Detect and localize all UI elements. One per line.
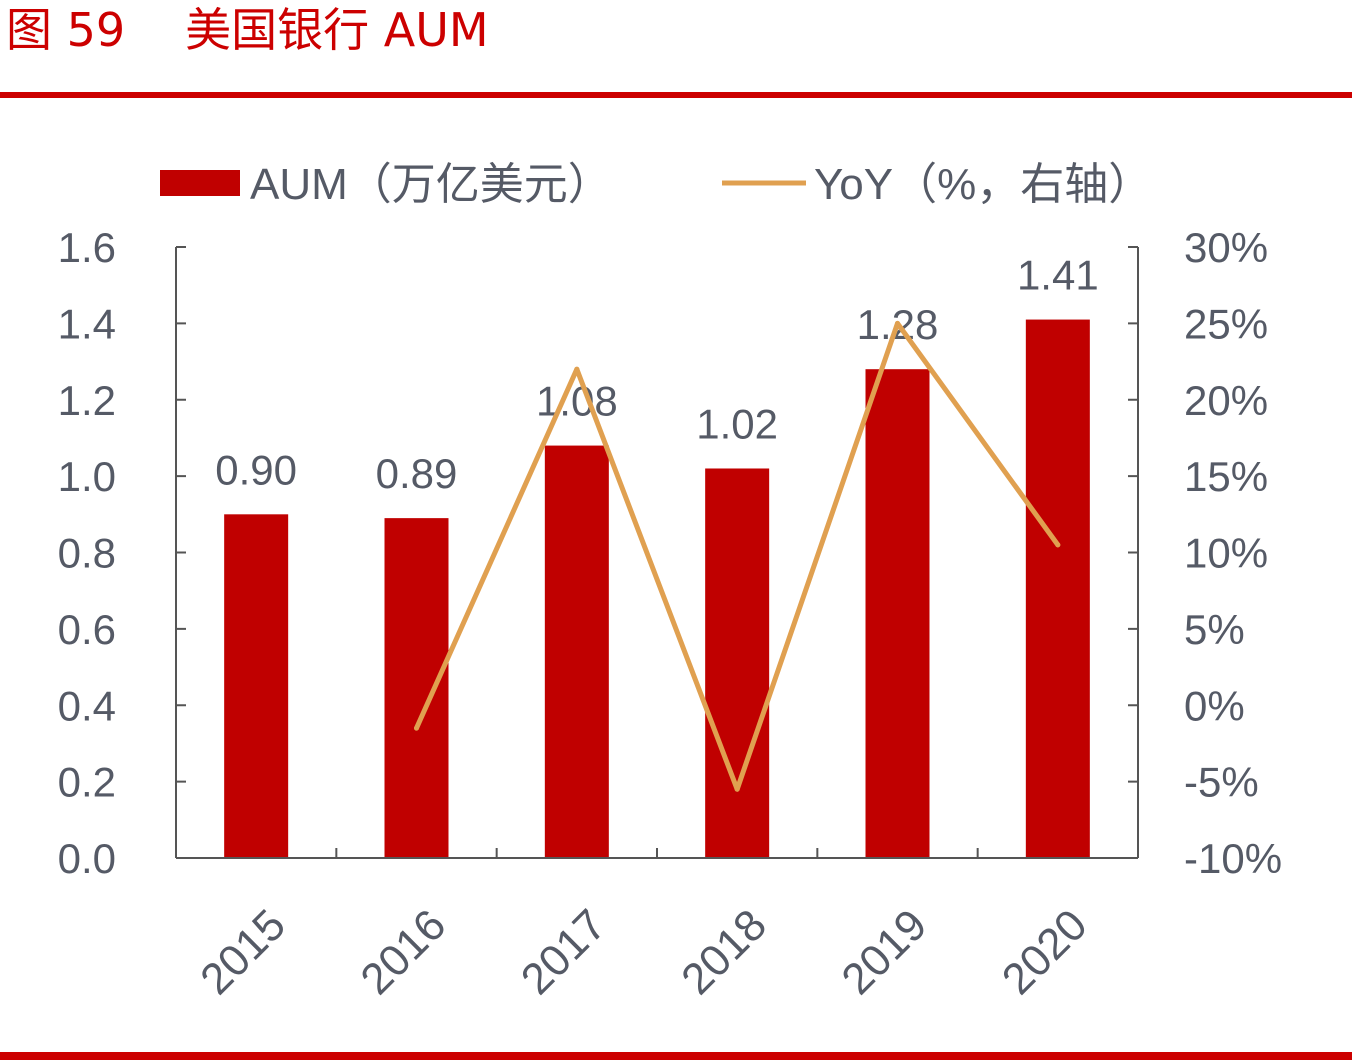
y-left-tick-label: 1.4 [58,300,116,347]
legend-label-aum: AUM（万亿美元） [250,160,612,209]
y-right-tick-label: 15% [1184,453,1268,500]
top-divider [0,92,1352,98]
y-right-tick-label: 10% [1184,530,1268,577]
yoy-point-2016 [414,725,419,731]
data-label-2015: 0.90 [215,446,297,493]
figure-title: 图 59 美国银行 AUM [6,0,489,60]
x-tick-label-2018: 2018 [672,900,776,1004]
bar-aum-2018 [705,468,770,858]
figure-title-text: 美国银行 AUM [185,3,489,57]
yoy-point-2017 [574,366,580,372]
y-right-tick-label: 25% [1184,300,1268,347]
y-left-tick-label: 1.0 [58,453,116,500]
y-left-tick-label: 0.0 [58,835,116,882]
data-label-2016: 0.89 [376,450,458,497]
y-right-tick-label: 30% [1184,224,1268,271]
legend-swatch-aum [160,170,240,196]
yoy-point-2020 [1055,542,1061,548]
y-right-tick-label: -5% [1184,759,1259,806]
x-tick-label-2016: 2016 [351,900,455,1004]
y-right-tick-label: 0% [1184,682,1245,729]
legend-label-yoy: YoY（%，右轴） [814,160,1152,209]
bar-aum-2016 [384,518,449,858]
data-label-2020: 1.41 [1017,252,1099,299]
y-right-tick-label: 5% [1184,606,1245,653]
figure-label: 图 59 [6,3,126,57]
y-left-tick-label: 1.6 [58,224,116,271]
data-label-2017: 1.08 [536,378,618,425]
bar-aum-2017 [544,445,609,858]
x-tick-label-2017: 2017 [512,900,616,1004]
bottom-divider [0,1052,1352,1060]
yoy-point-2018 [734,786,740,792]
x-tick-label-2019: 2019 [832,900,936,1004]
y-right-tick-label: 20% [1184,377,1268,424]
bar-aum-2019 [865,369,930,858]
y-left-tick-label: 0.2 [58,759,116,806]
x-tick-label-2020: 2020 [993,900,1097,1004]
yoy-point-2019 [895,320,900,326]
y-right-tick-label: -10% [1184,835,1282,882]
y-left-tick-label: 0.4 [58,682,116,729]
y-left-tick-label: 0.6 [58,606,116,653]
y-left-tick-label: 0.8 [58,530,116,577]
data-label-2018: 1.02 [696,400,778,447]
bar-aum-2015 [224,514,289,858]
y-left-tick-label: 1.2 [58,377,116,424]
bar-aum-2020 [1025,319,1090,858]
x-tick-label-2015: 2015 [191,900,295,1004]
